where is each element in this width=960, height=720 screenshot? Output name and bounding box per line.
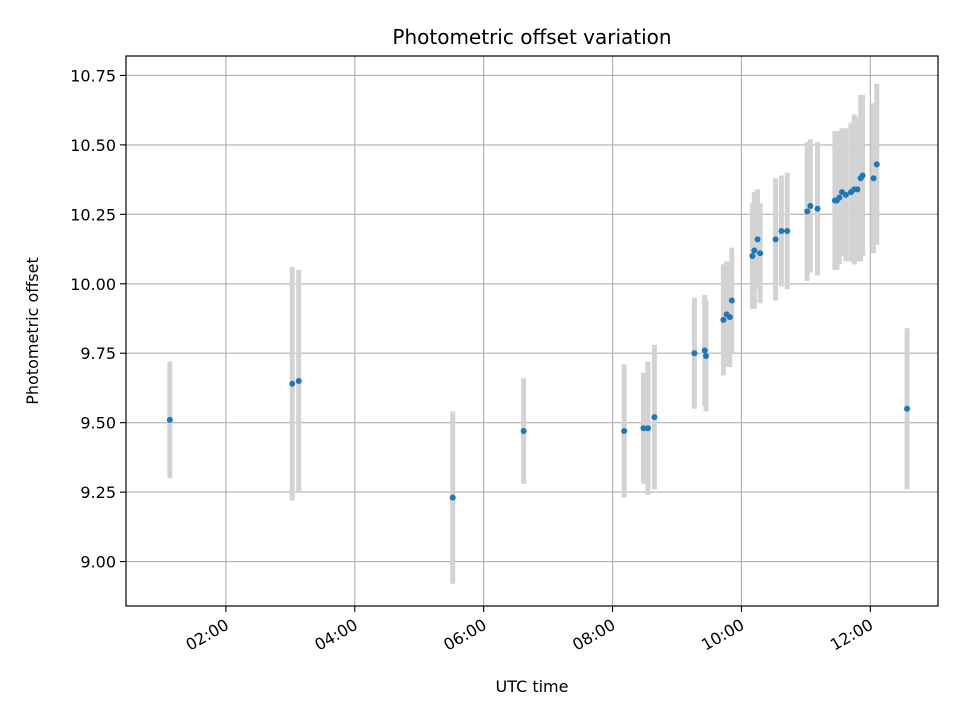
data-point: [701, 347, 708, 354]
data-point: [295, 378, 302, 384]
y-tick-label: 9.75: [80, 344, 116, 363]
y-axis-label: Photometric offset: [23, 257, 42, 405]
data-point: [772, 236, 779, 243]
y-tick-label: 9.00: [80, 553, 116, 572]
data-point: [749, 253, 756, 259]
data-point: [807, 203, 814, 209]
y-tick-label: 9.25: [80, 483, 116, 502]
data-point: [520, 428, 527, 434]
y-axis-ticks: 9.00 9.25 9.50 9.75 10.00 10.25 10.50 10.75: [70, 66, 126, 572]
data-point: [836, 194, 843, 201]
data-point: [289, 380, 296, 387]
data-point: [854, 186, 861, 193]
y-tick-label: 9.50: [80, 414, 116, 433]
data-point: [640, 425, 647, 432]
data-points: [166, 161, 911, 501]
data-point: [691, 350, 698, 357]
data-point: [859, 172, 866, 179]
data-point: [757, 250, 764, 257]
data-point: [703, 353, 709, 359]
y-tick-label: 10.25: [70, 205, 116, 224]
data-point: [842, 191, 849, 198]
data-point: [751, 247, 758, 254]
data-point: [904, 405, 911, 412]
y-tick-label: 10.00: [70, 275, 116, 294]
data-point: [726, 314, 733, 321]
data-point: [804, 208, 811, 215]
data-point: [873, 161, 880, 168]
data-point: [728, 297, 735, 304]
data-point: [778, 228, 785, 234]
x-axis-label: UTC time: [496, 677, 569, 696]
chart-title: Photometric offset variation: [392, 25, 671, 49]
data-point: [870, 175, 877, 182]
data-point: [754, 236, 761, 243]
data-point: [621, 428, 628, 434]
data-point: [814, 205, 821, 212]
data-point: [449, 494, 456, 501]
y-tick-label: 10.75: [70, 66, 116, 85]
data-point: [651, 414, 658, 421]
y-tick-label: 10.50: [70, 136, 116, 155]
plot-area-frame: [125, 55, 939, 607]
data-point: [645, 425, 651, 432]
data-point: [720, 316, 727, 323]
data-point: [784, 228, 791, 234]
grid: [126, 56, 938, 606]
data-point: [166, 416, 173, 423]
